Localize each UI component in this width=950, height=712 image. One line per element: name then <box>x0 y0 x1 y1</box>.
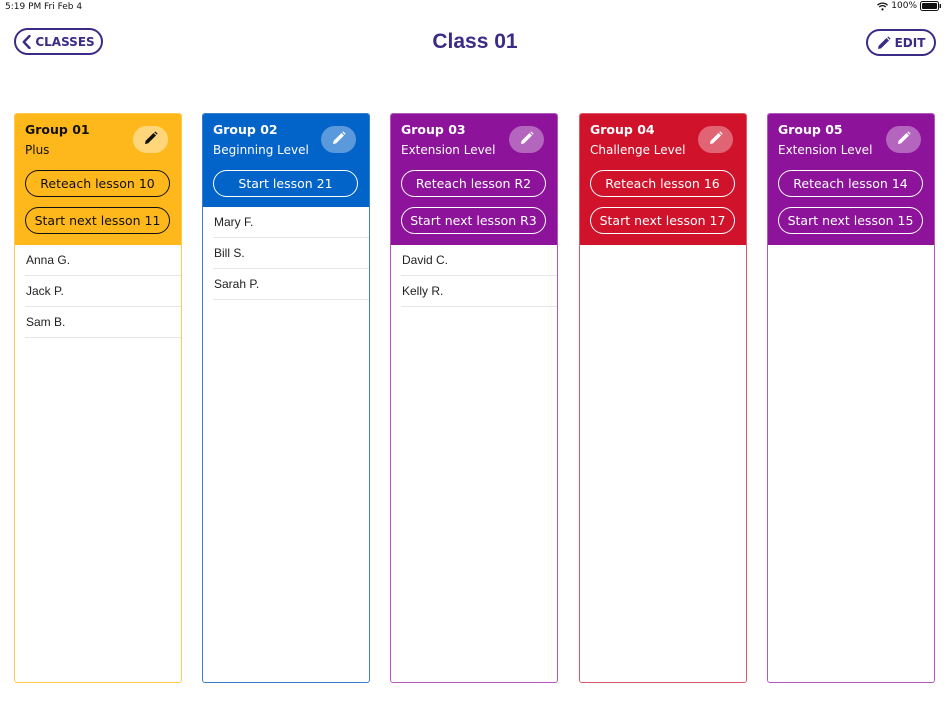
edit-group-button[interactable] <box>509 126 544 153</box>
pencil-icon <box>897 130 911 149</box>
group-header: Group 01 Plus Reteach lesson 10 Start next … <box>15 114 181 245</box>
student-row[interactable]: Mary F. <box>213 207 369 238</box>
group-name: Group 03 <box>401 122 466 137</box>
battery-icon <box>920 1 942 11</box>
edit-button[interactable]: EDIT <box>866 29 936 56</box>
battery-percent: 100% <box>891 1 917 11</box>
edit-group-button[interactable] <box>886 126 921 153</box>
group-card: Group 01 Plus Reteach lesson 10 Start next … <box>14 113 182 683</box>
chevron-left-icon <box>22 34 32 49</box>
group-name: Group 02 <box>213 122 278 137</box>
lesson-button-secondary[interactable]: Start next lesson 15 <box>778 207 923 234</box>
status-date: Fri Feb 4 <box>44 2 83 12</box>
group-header: Group 02 Beginning Level Start lesson 21 <box>203 114 369 207</box>
student-row[interactable]: Kelly R. <box>401 276 557 307</box>
group-card: Group 03 Extension Level Reteach lesson R2… <box>390 113 558 683</box>
status-bar: 5:19 PM Fri Feb 4 100% <box>0 0 950 14</box>
group-header: Group 04 Challenge Level Reteach lesson 16… <box>580 114 746 245</box>
pencil-icon <box>144 130 158 149</box>
status-indicators: 100% <box>877 1 942 11</box>
lesson-button-primary[interactable]: Start lesson 21 <box>213 170 358 197</box>
group-level: Plus <box>25 143 50 157</box>
edit-group-button[interactable] <box>133 126 168 153</box>
lesson-button-secondary[interactable]: Start next lesson R3 <box>401 207 546 234</box>
wifi-icon <box>877 1 889 11</box>
edit-group-button[interactable] <box>321 126 356 153</box>
student-list: Anna G. Jack P. Sam B. <box>25 245 181 338</box>
student-row[interactable]: Jack P. <box>25 276 181 307</box>
student-list: David C. Kelly R. <box>401 245 557 307</box>
lesson-button-primary[interactable]: Reteach lesson 14 <box>778 170 923 197</box>
student-row[interactable]: David C. <box>401 245 557 276</box>
status-time: 5:19 PM <box>5 2 42 12</box>
group-header: Group 03 Extension Level Reteach lesson R2… <box>391 114 557 245</box>
pencil-icon <box>709 130 723 149</box>
back-label: CLASSES <box>35 34 95 49</box>
student-row[interactable]: Sarah P. <box>213 269 369 300</box>
group-card: Group 04 Challenge Level Reteach lesson 16… <box>579 113 747 683</box>
pencil-icon <box>332 130 346 149</box>
group-level: Extension Level <box>778 143 873 157</box>
group-name: Group 05 <box>778 122 843 137</box>
lesson-button-primary[interactable]: Reteach lesson R2 <box>401 170 546 197</box>
group-name: Group 04 <box>590 122 655 137</box>
student-list: Mary F. Bill S. Sarah P. <box>213 207 369 300</box>
group-level: Beginning Level <box>213 143 309 157</box>
pencil-icon <box>877 35 891 50</box>
pencil-icon <box>520 130 534 149</box>
back-to-classes-button[interactable]: CLASSES <box>14 28 103 55</box>
lesson-button-primary[interactable]: Reteach lesson 16 <box>590 170 735 197</box>
group-header: Group 05 Extension Level Reteach lesson 14… <box>768 114 934 245</box>
student-row[interactable]: Bill S. <box>213 238 369 269</box>
lesson-button-secondary[interactable]: Start next lesson 11 <box>25 207 170 234</box>
group-name: Group 01 <box>25 122 90 137</box>
student-row[interactable]: Anna G. <box>25 245 181 276</box>
lesson-button-secondary[interactable]: Start next lesson 17 <box>590 207 735 234</box>
page-title: Class 01 <box>432 30 518 53</box>
group-card: Group 05 Extension Level Reteach lesson 14… <box>767 113 935 683</box>
lesson-button-primary[interactable]: Reteach lesson 10 <box>25 170 170 197</box>
group-card: Group 02 Beginning Level Start lesson 21 Ma… <box>202 113 370 683</box>
group-level: Extension Level <box>401 143 496 157</box>
edit-label: EDIT <box>894 35 926 50</box>
group-level: Challenge Level <box>590 143 686 157</box>
student-row[interactable]: Sam B. <box>25 307 181 338</box>
edit-group-button[interactable] <box>698 126 733 153</box>
